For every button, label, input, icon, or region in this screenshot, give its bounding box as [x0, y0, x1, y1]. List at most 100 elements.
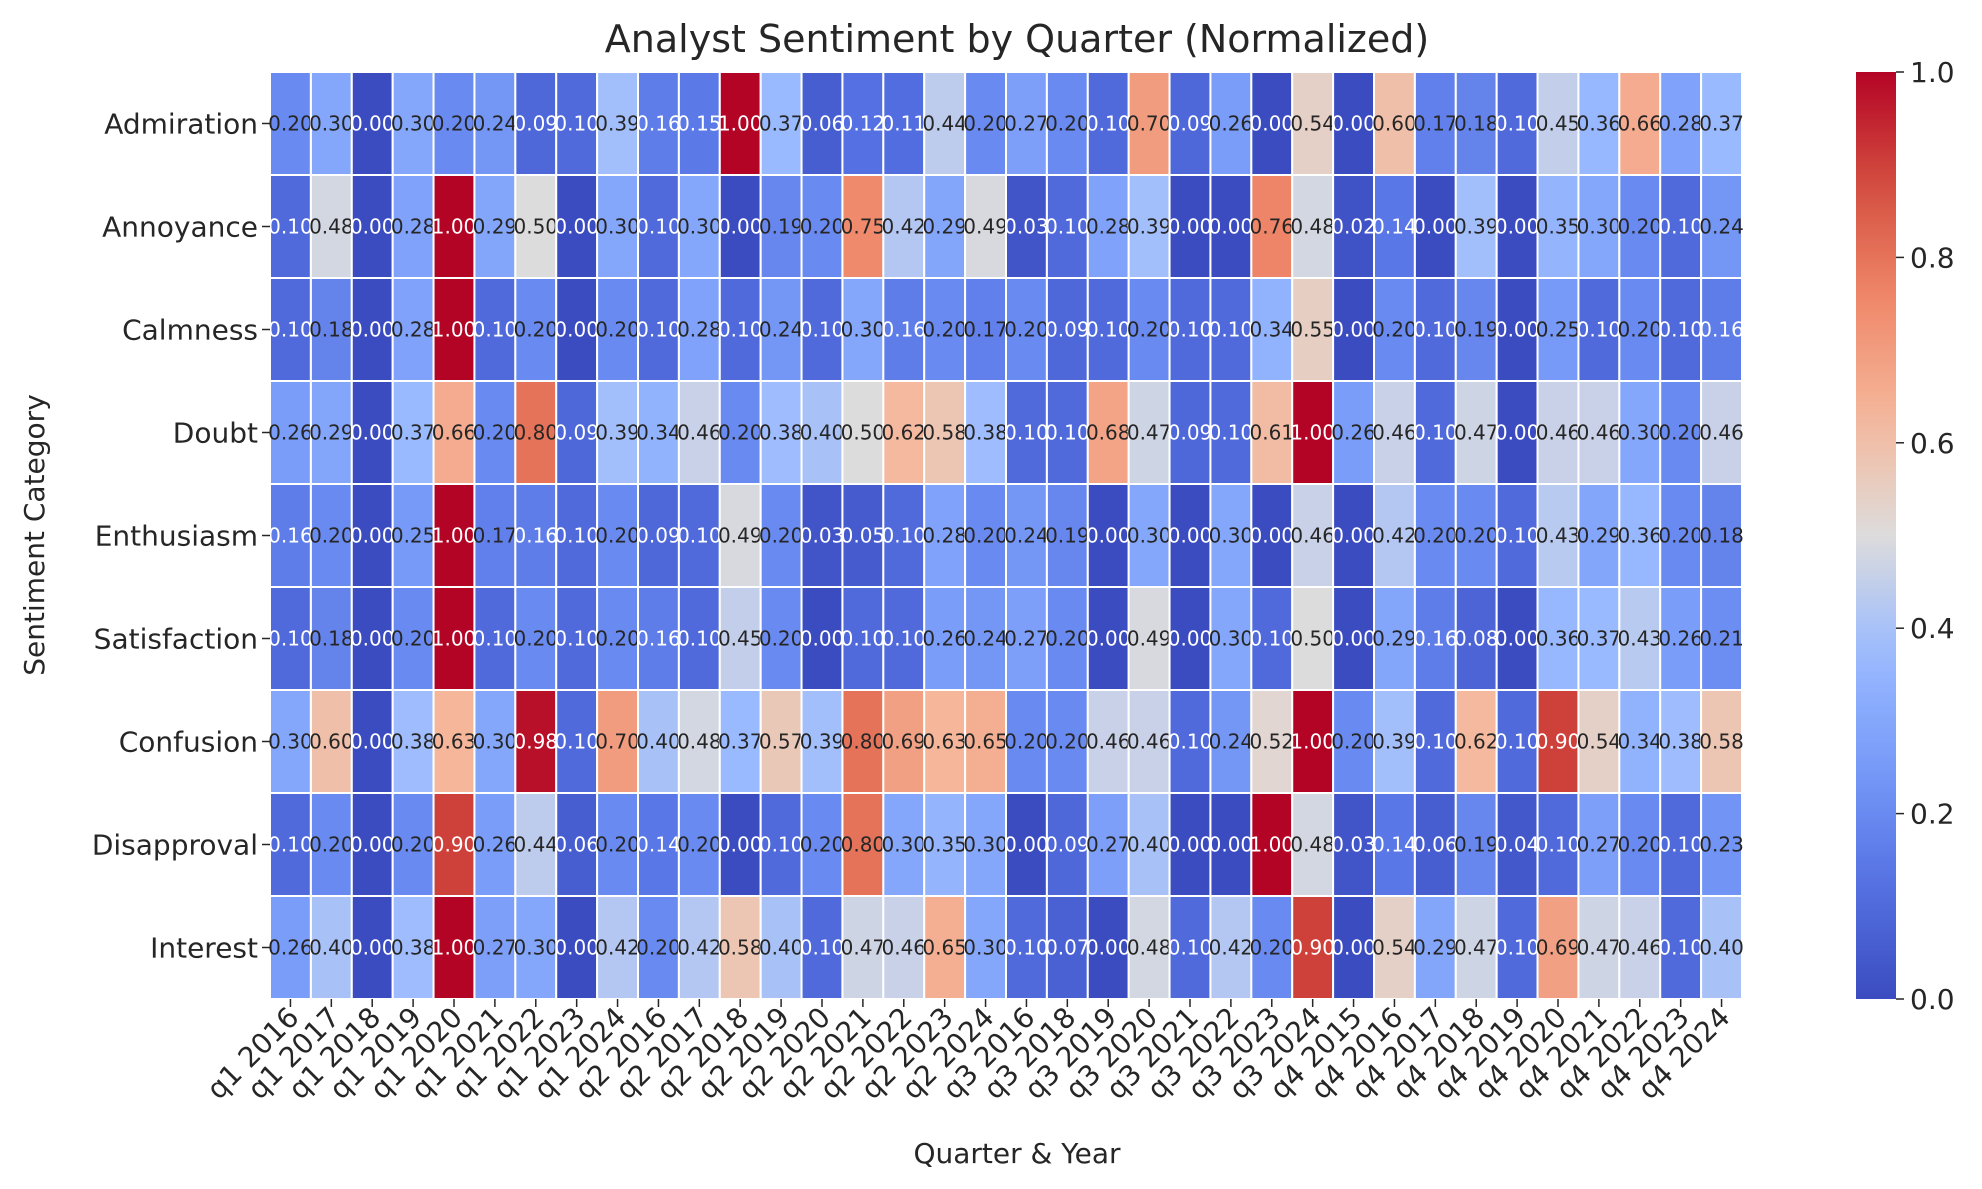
- heatmap-cell: [1700, 586, 1743, 691]
- heatmap-cell: [964, 174, 1007, 279]
- cell-value-label: 0.55: [1290, 318, 1335, 342]
- cell-value-label: 1.00: [432, 936, 477, 960]
- cell-value-label: 0.20: [595, 627, 640, 651]
- cell-value-label: 0.27: [473, 936, 518, 960]
- cell-value-label: 0.20: [677, 833, 722, 857]
- cell-value-label: 0.44: [922, 112, 967, 136]
- cell-value-label: 0.70: [1127, 112, 1172, 136]
- cell-value-label: 0.16: [636, 627, 681, 651]
- heatmap-cell: [1495, 689, 1539, 794]
- cell-value-label: 0.20: [1618, 833, 1663, 857]
- cell-value-label: 0.48: [309, 215, 354, 239]
- heatmap-cell: [596, 586, 639, 691]
- heatmap-cell: [432, 277, 476, 382]
- heatmap-cell: [718, 174, 762, 279]
- cell-value-label: 0.20: [759, 627, 804, 651]
- y-tick-label: Disapproval: [92, 829, 258, 862]
- cell-value-label: 0.16: [514, 524, 559, 548]
- heatmap-cell: [1577, 689, 1621, 794]
- heatmap-cell: [841, 174, 885, 279]
- heatmap-cell: [1700, 689, 1743, 794]
- cell-value-label: 0.27: [1004, 627, 1049, 651]
- cell-value-label: 0.50: [514, 215, 559, 239]
- heatmap-cell: [596, 895, 639, 1000]
- heatmap-cell: [1495, 277, 1539, 382]
- cell-value-label: 0.16: [636, 112, 681, 136]
- cell-value-label: 0.27: [1086, 833, 1131, 857]
- cell-value-label: 0.10: [473, 318, 518, 342]
- cell-value-label: 0.00: [1250, 112, 1295, 136]
- cell-value-label: 0.15: [677, 112, 722, 136]
- cell-value-label: 0.20: [963, 112, 1008, 136]
- heatmap-cell: [1127, 71, 1171, 176]
- heatmap-cell: [1005, 689, 1048, 794]
- cell-value-label: 0.10: [554, 524, 599, 548]
- heatmap-cell: [391, 380, 435, 485]
- cell-value-label: 0.44: [514, 833, 559, 857]
- cell-value-label: 0.18: [309, 627, 354, 651]
- cell-value-label: 0.26: [922, 627, 967, 651]
- heatmap-cell: [882, 689, 926, 794]
- cell-value-label: 0.20: [1413, 524, 1458, 548]
- heatmap-cell: [1454, 277, 1498, 382]
- heatmap-cell: [1168, 277, 1212, 382]
- heatmap-cell: [309, 689, 353, 794]
- cell-value-label: 0.54: [1372, 936, 1417, 960]
- cell-value-label: 0.00: [554, 215, 599, 239]
- cell-value-label: 0.46: [1536, 421, 1581, 445]
- heatmap-cell: [269, 689, 312, 794]
- cell-value-label: 0.48: [1290, 215, 1335, 239]
- cell-value-label: 0.10: [1250, 627, 1295, 651]
- cell-value-label: 0.54: [1577, 730, 1622, 754]
- heatmap-cell: [1700, 483, 1743, 588]
- cell-value-label: 0.20: [1618, 318, 1663, 342]
- cell-value-label: 0.10: [1045, 215, 1090, 239]
- cell-value-label: 0.29: [1372, 627, 1417, 651]
- cell-value-label: 0.36: [1536, 627, 1581, 651]
- cell-value-label: 0.10: [268, 627, 313, 651]
- cell-value-label: 0.10: [1168, 730, 1213, 754]
- heatmap-cell: [555, 895, 599, 1000]
- heatmap-cell: [1618, 483, 1662, 588]
- heatmap-cell: [800, 689, 844, 794]
- heatmap-cell: [923, 174, 967, 279]
- cell-value-label: 0.09: [554, 421, 599, 445]
- cell-value-label: 0.42: [1209, 936, 1254, 960]
- heatmap-cell: [1577, 277, 1621, 382]
- cell-value-label: 0.60: [309, 730, 354, 754]
- cell-value-label: 1.00: [1290, 730, 1335, 754]
- heatmap-cell: [1700, 71, 1743, 176]
- cell-value-label: 0.00: [350, 524, 395, 548]
- cell-value-label: 0.46: [1699, 421, 1744, 445]
- cell-value-label: 0.60: [1372, 112, 1417, 136]
- cell-value-label: 0.26: [473, 833, 518, 857]
- cell-value-label: 0.42: [677, 936, 722, 960]
- heatmap-cell: [759, 380, 803, 485]
- y-tick-label: Admiration: [104, 108, 258, 141]
- cell-value-label: 0.10: [554, 112, 599, 136]
- heatmap-cell: [1659, 380, 1703, 485]
- cell-value-label: 0.19: [1454, 318, 1499, 342]
- cell-value-label: 0.24: [1209, 730, 1254, 754]
- cell-value-label: 0.20: [432, 112, 477, 136]
- cell-value-label: 0.20: [1658, 524, 1703, 548]
- cell-value-label: 0.30: [882, 833, 927, 857]
- cell-value-label: 0.02: [1331, 215, 1376, 239]
- cell-value-label: 0.90: [432, 833, 477, 857]
- y-tick-label: Annoyance: [102, 211, 258, 244]
- cell-value-label: 0.10: [759, 833, 804, 857]
- cell-value-label: 0.69: [882, 730, 927, 754]
- cell-value-label: 0.30: [1209, 524, 1254, 548]
- cell-value-label: 0.39: [595, 112, 640, 136]
- cell-value-label: 0.14: [1372, 215, 1417, 239]
- cell-value-label: 0.28: [1086, 215, 1131, 239]
- cell-value-label: 0.30: [963, 936, 1008, 960]
- cell-value-label: 0.80: [841, 833, 886, 857]
- cell-value-label: 0.10: [1495, 936, 1540, 960]
- cell-value-label: 0.66: [432, 421, 477, 445]
- cell-value-label: 0.20: [718, 421, 763, 445]
- heatmap-cell: [718, 895, 762, 1000]
- cell-value-label: 0.29: [1413, 936, 1458, 960]
- cell-value-label: 0.27: [1577, 833, 1622, 857]
- cell-value-label: 0.00: [1495, 627, 1540, 651]
